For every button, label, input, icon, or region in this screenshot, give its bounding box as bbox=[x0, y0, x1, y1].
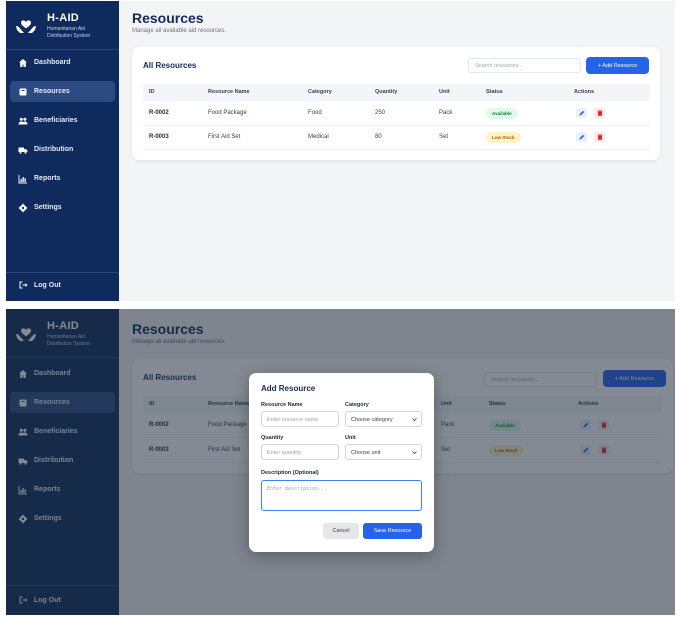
page-title: Resources bbox=[132, 10, 204, 26]
sidebar-item-dashboard[interactable]: Dashboard bbox=[10, 52, 115, 73]
hands-heart-icon bbox=[16, 20, 36, 33]
chart-icon bbox=[18, 174, 28, 184]
divider bbox=[6, 272, 119, 273]
column-header: Quantity bbox=[375, 89, 398, 95]
column-header: Unit bbox=[439, 89, 450, 95]
chevron-down-icon bbox=[412, 451, 417, 455]
table-header: ID Resource Name Category Quantity Unit … bbox=[143, 84, 650, 101]
page-subtitle: Manage all available aid resources. bbox=[132, 28, 227, 34]
sidebar-nav: Dashboard Resources Beneficiaries Distri… bbox=[10, 52, 115, 226]
quantity-input[interactable]: Enter quantity bbox=[261, 444, 339, 460]
brand: H-AID Humanitarian Aid Distribution Syst… bbox=[14, 9, 114, 43]
chevron-down-icon bbox=[412, 418, 417, 422]
edit-button[interactable] bbox=[576, 132, 587, 142]
main-content: Resources Manage all available aid resou… bbox=[119, 1, 675, 301]
resource-name-label: Resource Name bbox=[261, 402, 303, 408]
table-row: R-0002 Food Package Food 250 Pack Availa… bbox=[143, 102, 650, 126]
trash-icon bbox=[597, 110, 602, 116]
category-select[interactable]: Choose category bbox=[345, 411, 422, 427]
save-resource-button[interactable]: Save Resource bbox=[363, 523, 422, 539]
quantity-label: Quantity bbox=[261, 435, 284, 441]
card-title: All Resources bbox=[143, 61, 197, 70]
box-icon bbox=[18, 87, 28, 97]
home-icon bbox=[18, 58, 28, 68]
column-header: Category bbox=[308, 89, 332, 95]
status-badge: Available bbox=[486, 108, 518, 119]
sidebar-item-distribution[interactable]: Distribution bbox=[10, 139, 115, 160]
logout-label: Log Out bbox=[34, 281, 61, 289]
cell-unit: Set bbox=[439, 134, 449, 140]
sidebar-item-resources[interactable]: Resources bbox=[10, 81, 115, 102]
cell-unit: Pack bbox=[439, 110, 453, 116]
brand-name: H-AID bbox=[47, 12, 80, 24]
cell-name: First Aid Set bbox=[208, 134, 241, 140]
resource-name-input[interactable]: Enter resource name bbox=[261, 411, 339, 427]
sidebar-item-label: Dashboard bbox=[34, 59, 71, 66]
column-header: Actions bbox=[574, 89, 595, 95]
cell-id: R-0002 bbox=[149, 110, 169, 116]
logout-icon bbox=[18, 280, 28, 290]
cancel-button[interactable]: Cancel bbox=[323, 523, 359, 539]
edit-button[interactable] bbox=[576, 108, 587, 118]
pencil-icon bbox=[579, 110, 584, 116]
add-resource-modal: Add Resource Resource Name Enter resourc… bbox=[249, 373, 434, 552]
delete-button[interactable] bbox=[594, 108, 605, 118]
column-header: Status bbox=[486, 89, 503, 95]
unit-value: Choose unit bbox=[351, 450, 381, 456]
search-input[interactable]: Search resources... bbox=[468, 58, 581, 73]
sidebar-item-label: Reports bbox=[34, 175, 61, 182]
add-resource-button[interactable]: + Add Resource bbox=[586, 57, 649, 74]
sidebar-item-beneficiaries[interactable]: Beneficiaries bbox=[10, 110, 115, 131]
delete-button[interactable] bbox=[594, 132, 605, 142]
brand-subtitle: Humanitarian Aid Distribution System bbox=[47, 26, 91, 39]
status-badge: Low Stock bbox=[486, 132, 521, 143]
modal-title: Add Resource bbox=[261, 384, 316, 393]
description-textarea[interactable]: Enter description... bbox=[261, 480, 422, 511]
resources-card: All Resources Search resources... + Add … bbox=[132, 47, 660, 160]
resources-screen: H-AID Humanitarian Aid Distribution Syst… bbox=[6, 1, 675, 301]
description-label: Description (Optional) bbox=[261, 470, 319, 476]
cell-id: R-0003 bbox=[149, 134, 169, 140]
column-header: Resource Name bbox=[208, 89, 250, 95]
unit-label: Unit bbox=[345, 435, 356, 441]
add-resource-screen: H-AID Humanitarian Aid Distribution Syst… bbox=[6, 309, 675, 615]
cell-category: Medical bbox=[308, 134, 329, 140]
cell-name: Food Package bbox=[208, 110, 247, 116]
cell-quantity: 80 bbox=[375, 134, 382, 140]
sidebar: H-AID Humanitarian Aid Distribution Syst… bbox=[6, 1, 119, 301]
sidebar-item-label: Settings bbox=[34, 204, 62, 211]
pencil-icon bbox=[579, 134, 584, 140]
sidebar-item-label: Distribution bbox=[34, 146, 74, 153]
cell-quantity: 250 bbox=[375, 110, 386, 116]
unit-select[interactable]: Choose unit bbox=[345, 444, 422, 460]
gear-icon bbox=[18, 203, 28, 213]
sidebar-item-label: Beneficiaries bbox=[34, 117, 78, 124]
table-row: R-0003 First Aid Set Medical 80 Set Low … bbox=[143, 126, 650, 150]
category-label: Category bbox=[345, 402, 369, 408]
sidebar-item-reports[interactable]: Reports bbox=[10, 168, 115, 189]
trash-icon bbox=[597, 134, 602, 140]
logout-button[interactable]: Log Out bbox=[18, 280, 61, 290]
category-value: Choose category bbox=[351, 417, 393, 423]
divider bbox=[6, 49, 119, 50]
cell-category: Food bbox=[308, 110, 322, 116]
truck-icon bbox=[18, 145, 28, 155]
sidebar-item-label: Resources bbox=[34, 88, 70, 95]
users-icon bbox=[18, 116, 28, 126]
sidebar-item-settings[interactable]: Settings bbox=[10, 197, 115, 218]
column-header: ID bbox=[149, 89, 155, 95]
